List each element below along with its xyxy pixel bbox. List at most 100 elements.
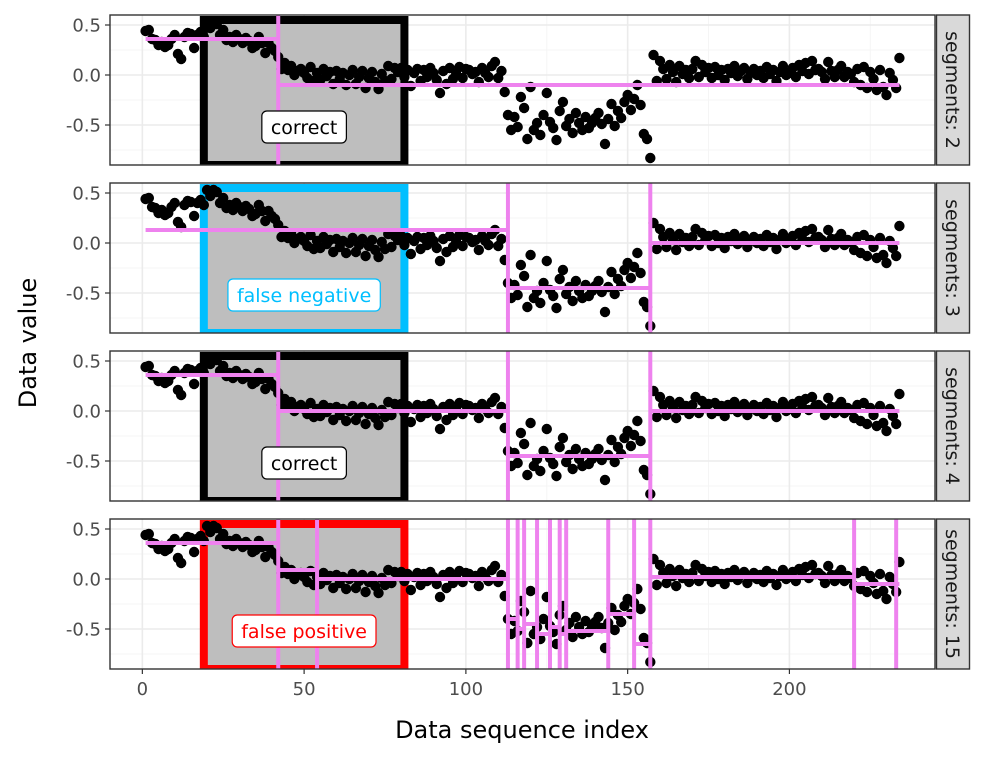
data-point bbox=[360, 250, 371, 262]
data-point bbox=[771, 243, 782, 255]
data-point bbox=[512, 121, 523, 133]
annotation-box bbox=[231, 614, 377, 648]
data-point bbox=[515, 91, 527, 103]
data-point bbox=[175, 53, 187, 65]
data-point bbox=[554, 105, 565, 117]
data-point bbox=[557, 264, 569, 276]
data-point bbox=[169, 197, 180, 209]
data-point bbox=[360, 418, 371, 430]
data-point bbox=[535, 465, 546, 477]
data-point bbox=[777, 60, 789, 72]
data-point bbox=[593, 443, 604, 455]
data-point bbox=[434, 591, 446, 603]
x-tick-label: 0 bbox=[137, 679, 148, 700]
data-point bbox=[887, 242, 899, 254]
data-point bbox=[645, 152, 656, 164]
data-point bbox=[366, 234, 378, 246]
y-tick-label: 0.5 bbox=[72, 184, 101, 205]
annotation-label: correct bbox=[271, 453, 338, 475]
x-tick-label: 50 bbox=[293, 679, 316, 700]
data-point bbox=[457, 72, 468, 84]
y-tick-label: -0.5 bbox=[66, 284, 101, 305]
data-point bbox=[366, 66, 378, 78]
facet-strip bbox=[935, 182, 971, 334]
data-point bbox=[719, 242, 730, 254]
data-point bbox=[687, 231, 698, 243]
data-point bbox=[175, 389, 187, 401]
data-point bbox=[635, 267, 646, 279]
data-point bbox=[641, 133, 653, 145]
data-point bbox=[357, 233, 368, 245]
data-point bbox=[188, 546, 200, 558]
y-tick-label: 0.5 bbox=[72, 520, 101, 541]
data-point bbox=[894, 388, 905, 400]
data-point bbox=[473, 412, 485, 424]
data-point bbox=[347, 64, 358, 76]
data-point bbox=[489, 56, 501, 68]
data-point bbox=[806, 559, 818, 571]
data-point bbox=[777, 396, 789, 408]
data-points bbox=[140, 16, 905, 164]
data-point bbox=[687, 63, 698, 75]
data-point bbox=[593, 611, 604, 623]
data-point bbox=[567, 631, 578, 643]
data-point bbox=[651, 579, 662, 591]
data-point bbox=[188, 210, 200, 222]
data-point bbox=[512, 289, 523, 301]
data-point bbox=[360, 586, 371, 598]
data-point bbox=[567, 463, 578, 475]
data-point bbox=[557, 96, 569, 108]
annotation-box bbox=[261, 110, 347, 144]
data-point bbox=[719, 410, 730, 422]
data-point bbox=[515, 259, 527, 271]
data-point bbox=[625, 104, 637, 116]
data-point bbox=[386, 241, 397, 253]
data-point bbox=[635, 603, 646, 615]
data-point bbox=[567, 127, 578, 139]
facet-strip-label: segments: 4 bbox=[941, 367, 963, 485]
facet-strip bbox=[935, 14, 971, 166]
data-point bbox=[609, 288, 620, 300]
data-point bbox=[777, 564, 789, 576]
data-point bbox=[654, 55, 666, 67]
data-point bbox=[489, 392, 501, 404]
panel-border bbox=[109, 350, 936, 502]
y-tick-label: -0.5 bbox=[66, 620, 101, 641]
data-point bbox=[603, 113, 614, 125]
x-tick-label: 200 bbox=[772, 679, 806, 700]
y-tick-label: 0.0 bbox=[72, 402, 101, 423]
data-point bbox=[823, 560, 834, 572]
data-point bbox=[806, 223, 818, 235]
y-tick-label: -0.5 bbox=[66, 116, 101, 137]
segment-lines bbox=[145, 351, 900, 501]
y-tick-label: 0.0 bbox=[72, 234, 101, 255]
data-point bbox=[887, 74, 899, 86]
data-point bbox=[340, 583, 352, 595]
data-point bbox=[861, 418, 873, 430]
data-point bbox=[434, 423, 446, 435]
data-point bbox=[651, 411, 662, 423]
y-tick-label: 0.0 bbox=[72, 570, 101, 591]
data-point bbox=[489, 560, 501, 572]
data-point bbox=[719, 578, 730, 590]
data-point bbox=[218, 528, 229, 540]
data-point bbox=[606, 434, 617, 446]
data-point bbox=[557, 432, 569, 444]
data-point bbox=[593, 107, 604, 119]
data-point bbox=[143, 528, 155, 540]
data-point bbox=[625, 440, 637, 452]
data-point bbox=[771, 579, 782, 591]
data-point bbox=[499, 86, 510, 98]
data-point bbox=[654, 559, 666, 571]
data-point bbox=[340, 415, 352, 427]
data-point bbox=[874, 568, 886, 580]
data-point bbox=[531, 117, 543, 129]
data-point bbox=[874, 64, 886, 76]
data-point bbox=[538, 277, 549, 289]
data-point bbox=[518, 438, 530, 450]
data-point bbox=[525, 249, 536, 261]
panel-2: false negative segments: 3 0.5 0.0 -0.5 bbox=[66, 182, 971, 334]
annotation-box bbox=[227, 278, 381, 312]
data-point bbox=[473, 580, 485, 592]
data-point bbox=[483, 71, 494, 83]
